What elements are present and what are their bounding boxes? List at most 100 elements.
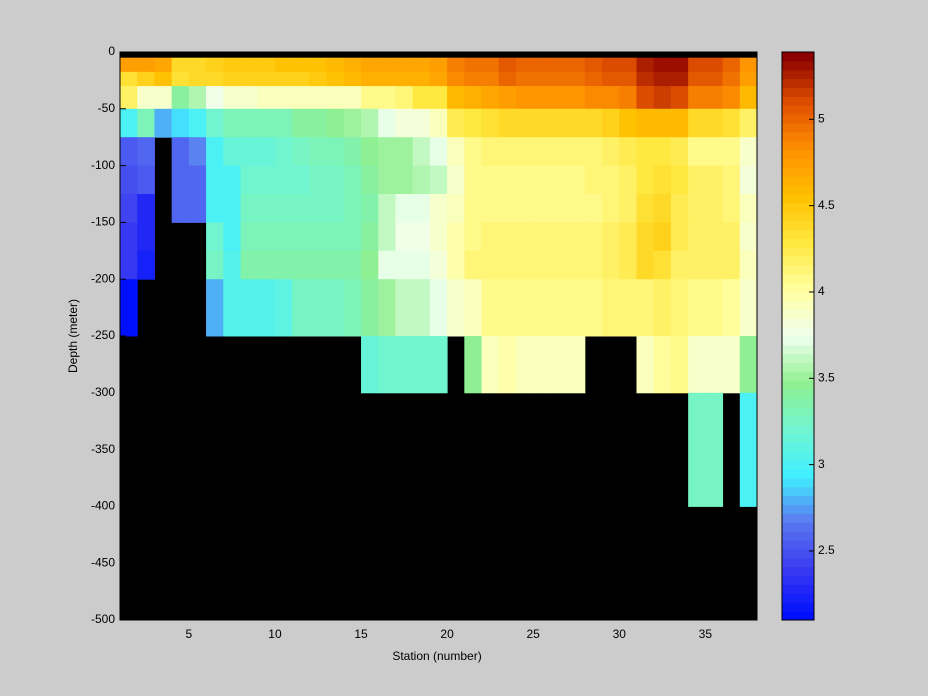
colorbar-band bbox=[782, 247, 814, 257]
cell bbox=[429, 165, 448, 195]
cell bbox=[188, 137, 207, 167]
cell bbox=[550, 222, 569, 252]
cell bbox=[584, 137, 603, 167]
cell bbox=[653, 71, 672, 87]
colorbar-band bbox=[782, 460, 814, 470]
colorbar-band bbox=[782, 433, 814, 443]
cell bbox=[705, 71, 724, 87]
colorbar-tick-label: 3 bbox=[818, 457, 825, 471]
cell bbox=[602, 307, 620, 337]
cell bbox=[739, 307, 758, 337]
cell bbox=[533, 336, 551, 394]
cell bbox=[154, 108, 173, 138]
cell bbox=[464, 279, 483, 309]
colorbar-band bbox=[782, 123, 814, 133]
colorbar-band bbox=[782, 211, 814, 222]
cell bbox=[447, 71, 465, 87]
cell bbox=[515, 194, 534, 223]
colorbar-band bbox=[782, 96, 814, 106]
cell bbox=[498, 57, 517, 73]
cell bbox=[223, 86, 242, 110]
cell bbox=[395, 222, 414, 252]
cell bbox=[274, 279, 293, 309]
cell bbox=[705, 279, 724, 309]
cell bbox=[292, 279, 310, 309]
colorbar-band bbox=[782, 566, 814, 577]
colorbar-band bbox=[782, 451, 814, 461]
cell bbox=[154, 71, 173, 87]
cell bbox=[464, 307, 483, 337]
x-tick-label: 25 bbox=[527, 627, 541, 641]
colorbar-band bbox=[782, 220, 814, 230]
cell bbox=[412, 108, 431, 138]
cell bbox=[412, 222, 431, 252]
y-tick-label: -400 bbox=[91, 499, 115, 513]
cell bbox=[481, 86, 500, 110]
cell bbox=[670, 137, 689, 167]
cell bbox=[739, 86, 758, 110]
cell bbox=[395, 250, 414, 280]
cell bbox=[188, 108, 207, 138]
cell bbox=[636, 250, 655, 280]
cell bbox=[670, 86, 689, 110]
cell bbox=[395, 57, 414, 73]
cell bbox=[533, 57, 551, 73]
colorbar-band bbox=[782, 158, 814, 168]
cell bbox=[429, 108, 448, 138]
colorbar-band bbox=[782, 522, 814, 532]
cell bbox=[206, 108, 224, 138]
cell bbox=[378, 165, 396, 195]
y-tick-label: -450 bbox=[91, 555, 115, 569]
cell bbox=[395, 307, 414, 337]
cell bbox=[722, 194, 741, 223]
colorbar-tick-label: 5 bbox=[818, 112, 825, 126]
cell bbox=[223, 57, 242, 73]
cell bbox=[447, 165, 465, 195]
cell bbox=[584, 307, 603, 337]
cell bbox=[619, 194, 637, 223]
colorbar-band bbox=[782, 282, 814, 293]
cell bbox=[550, 137, 569, 167]
colorbar-band bbox=[782, 389, 814, 399]
cell bbox=[309, 71, 328, 87]
cell bbox=[343, 86, 362, 110]
cell bbox=[257, 165, 276, 195]
cell bbox=[636, 86, 655, 110]
cell bbox=[343, 71, 362, 87]
colorbar-band bbox=[782, 469, 814, 479]
colorbar-band bbox=[782, 353, 814, 364]
cell bbox=[137, 71, 155, 87]
cell bbox=[378, 250, 396, 280]
cell bbox=[223, 108, 242, 138]
cell bbox=[688, 57, 706, 73]
cell bbox=[584, 222, 603, 252]
cell bbox=[326, 194, 345, 223]
cell bbox=[602, 137, 620, 167]
cell bbox=[223, 279, 242, 309]
cell bbox=[533, 279, 551, 309]
colorbar-band bbox=[782, 424, 814, 435]
cell bbox=[670, 336, 689, 394]
y-tick-label: -350 bbox=[91, 442, 115, 456]
colorbar-band bbox=[782, 78, 814, 88]
cell bbox=[429, 279, 448, 309]
cell bbox=[739, 222, 758, 252]
cell bbox=[584, 57, 603, 73]
cell bbox=[722, 336, 741, 394]
colorbar-band bbox=[782, 291, 814, 301]
cell bbox=[447, 194, 465, 223]
cell bbox=[739, 57, 758, 73]
cell bbox=[223, 222, 242, 252]
cell bbox=[378, 336, 396, 394]
cell bbox=[739, 392, 758, 507]
cell bbox=[602, 86, 620, 110]
cell bbox=[154, 57, 173, 73]
cell bbox=[326, 57, 345, 73]
cell bbox=[533, 250, 551, 280]
cell bbox=[636, 108, 655, 138]
cell bbox=[343, 165, 362, 195]
cell bbox=[223, 307, 242, 337]
colorbar-band bbox=[782, 202, 814, 213]
cell bbox=[688, 307, 706, 337]
cell bbox=[206, 194, 224, 223]
